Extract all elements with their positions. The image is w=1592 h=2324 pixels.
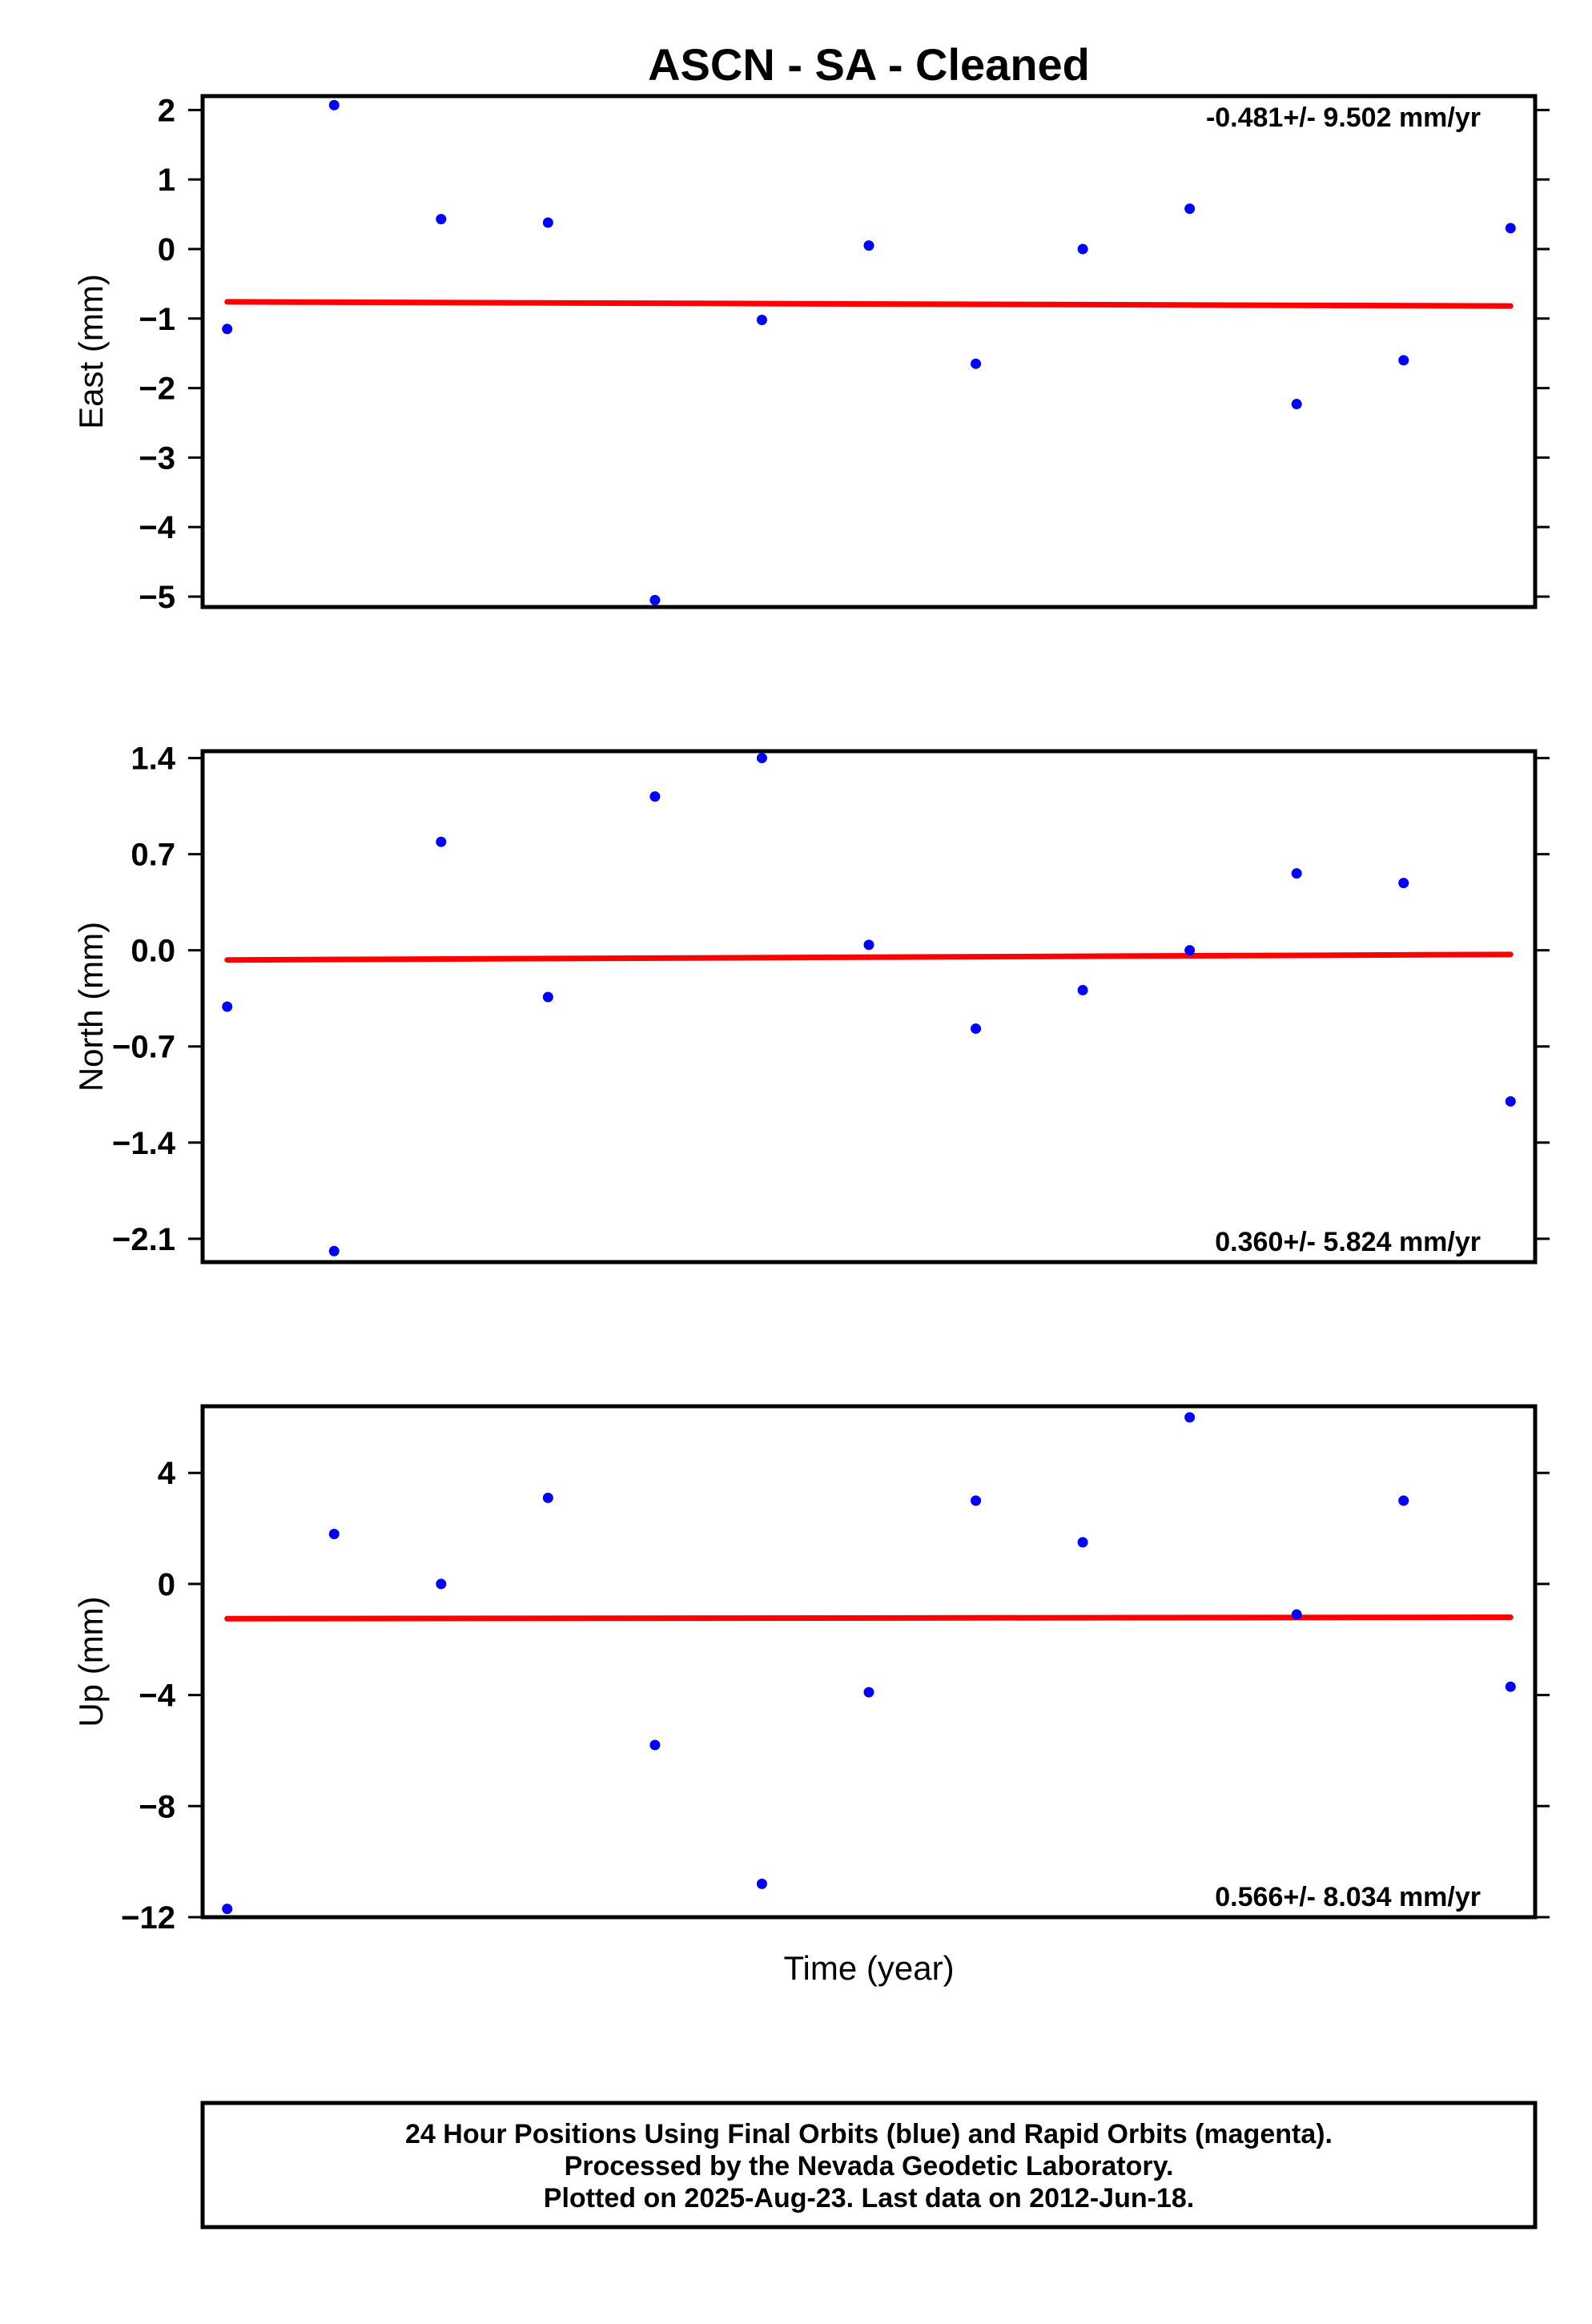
panel-2: 1.4 0.7 0.0 −0.7 −1.4 −2.1 North (mm) 0.360+/- … bbox=[72, 742, 1550, 1265]
data-point bbox=[1291, 1609, 1302, 1620]
data-point bbox=[649, 594, 661, 605]
data-point bbox=[1077, 243, 1088, 255]
data-point bbox=[1398, 1495, 1409, 1506]
y-tick-label: −1.4 bbox=[112, 1126, 176, 1161]
data-point bbox=[971, 358, 982, 369]
y-tick-label: −2.1 bbox=[112, 1222, 175, 1257]
rate-label: -0.481+/- 9.502 mm/yr bbox=[1206, 103, 1481, 133]
trend-line bbox=[224, 1614, 1514, 1622]
y-tick-label: 0 bbox=[158, 232, 175, 267]
y-tick-label: 4 bbox=[158, 1456, 176, 1491]
y-tick-label: −4 bbox=[139, 1679, 175, 1714]
data-point bbox=[971, 1023, 982, 1034]
footer-box: 24 Hour Positions Using Final Orbits (bl… bbox=[200, 2101, 1538, 2230]
data-point bbox=[222, 1001, 233, 1012]
y-tick-label: 2 bbox=[158, 93, 175, 128]
panel-3: 4 0 −4 −8 −12 Up (mm) 0.566+/- 8.034 mm/yr bbox=[72, 1404, 1550, 1936]
data-point bbox=[436, 214, 447, 225]
data-point bbox=[1505, 223, 1516, 234]
y-tick-label: −12 bbox=[121, 1900, 175, 1936]
data-point bbox=[1505, 1096, 1516, 1107]
data-point bbox=[436, 1578, 447, 1590]
x-axis-label: Time (year) bbox=[783, 1949, 954, 1987]
data-point bbox=[542, 991, 553, 1003]
plot-frame bbox=[200, 94, 1538, 609]
y-axis-label: Up (mm) bbox=[72, 1596, 110, 1727]
y-tick-label: 0 bbox=[158, 1567, 175, 1602]
trend-line bbox=[224, 951, 1514, 963]
y-tick-label: 0.0 bbox=[131, 934, 175, 969]
data-point bbox=[649, 791, 661, 802]
data-point bbox=[328, 1245, 340, 1256]
footer-border bbox=[200, 2101, 1538, 2230]
footer-line-2: Processed by the Nevada Geodetic Laborat… bbox=[565, 2151, 1174, 2181]
y-axis-label: North (mm) bbox=[72, 922, 110, 1092]
data-point bbox=[436, 836, 447, 847]
data-point bbox=[756, 315, 767, 326]
data-point bbox=[756, 753, 767, 764]
data-point bbox=[649, 1739, 661, 1751]
data-point bbox=[863, 1687, 874, 1698]
data-point bbox=[1291, 868, 1302, 879]
y-axis-label: East (mm) bbox=[72, 274, 110, 429]
y-tick-label: −2 bbox=[139, 372, 175, 407]
y-tick-label: −8 bbox=[139, 1789, 175, 1824]
data-point bbox=[1398, 355, 1409, 366]
data-point bbox=[863, 939, 874, 951]
data-point bbox=[222, 1904, 233, 1915]
data-point bbox=[1184, 1412, 1196, 1423]
data-point bbox=[863, 240, 874, 251]
data-point bbox=[1077, 984, 1088, 995]
data-point bbox=[1184, 945, 1196, 956]
rate-label: 0.360+/- 5.824 mm/yr bbox=[1215, 1227, 1481, 1257]
data-point bbox=[1398, 878, 1409, 889]
data-point bbox=[756, 1878, 767, 1889]
y-tick-label: −0.7 bbox=[112, 1030, 175, 1065]
plot-frame bbox=[200, 749, 1538, 1265]
chart-title: ASCN - SA - Cleaned bbox=[648, 39, 1090, 90]
data-point bbox=[971, 1495, 982, 1506]
data-point bbox=[542, 217, 553, 228]
y-tick-label: −1 bbox=[139, 302, 175, 337]
data-point bbox=[1291, 399, 1302, 410]
data-point bbox=[328, 1529, 340, 1539]
data-point bbox=[1077, 1537, 1088, 1548]
y-tick-label: 0.7 bbox=[131, 838, 175, 873]
plot-frame bbox=[200, 1404, 1538, 1920]
data-point bbox=[542, 1492, 553, 1503]
y-tick-label: 1 bbox=[158, 163, 175, 198]
footer-line-1: 24 Hour Positions Using Final Orbits (bl… bbox=[405, 2119, 1333, 2149]
footer-line-3: Plotted on 2025-Aug-23. Last data on 201… bbox=[544, 2183, 1194, 2213]
y-tick-label: 1.4 bbox=[131, 742, 175, 777]
data-point bbox=[222, 324, 233, 335]
y-tick-label: −5 bbox=[139, 580, 175, 615]
trend-line bbox=[224, 299, 1514, 309]
data-point bbox=[328, 99, 340, 111]
y-tick-label: −3 bbox=[139, 440, 175, 476]
y-tick-label: −4 bbox=[139, 510, 175, 545]
panel-1: 2 1 0 −1 −2 −3 −4 −5 East (mm) -0.481+/- 9.502 mm… bbox=[72, 93, 1550, 615]
panels: 2 1 0 −1 −2 −3 −4 −5 East (mm) -0.481+/- 9.502 mm… bbox=[72, 93, 1550, 1936]
data-point bbox=[1184, 203, 1196, 215]
rate-label: 0.566+/- 8.034 mm/yr bbox=[1215, 1882, 1481, 1912]
data-point bbox=[1505, 1681, 1516, 1692]
